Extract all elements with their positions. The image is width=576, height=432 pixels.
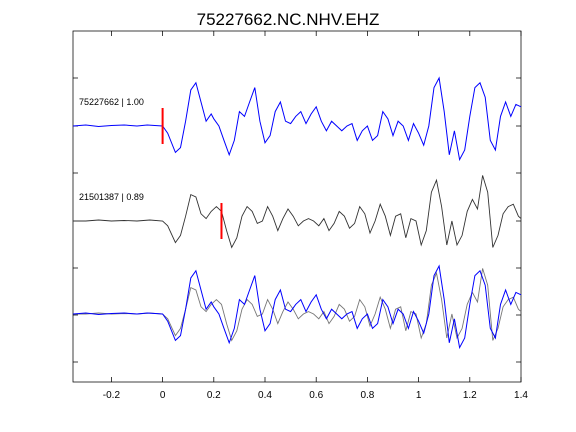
trace-label-2: 21501387 | 0.89 <box>79 192 144 202</box>
trace-labels: 75227662 | 1.00 21501387 | 0.89 <box>79 97 144 202</box>
x-tick-label: 0.2 <box>207 390 221 401</box>
x-tick-label: 1.2 <box>463 390 477 401</box>
x-tick-label: 1.4 <box>514 390 528 401</box>
x-tick-label: 1 <box>416 390 422 401</box>
axis-ticks: -0.2 0 0.2 0.4 0.6 0.8 1 1.2 1.4 <box>73 31 528 401</box>
x-tick-label: 0 <box>160 390 166 401</box>
overlay-trace-1-line <box>72 264 522 350</box>
x-tick-label: -0.2 <box>103 390 121 401</box>
trace-2-line <box>73 175 522 249</box>
trace-label-1: 75227662 | 1.00 <box>79 97 144 107</box>
trace-1-line <box>72 76 522 162</box>
x-tick-label: 0.8 <box>360 390 374 401</box>
x-tick-label: 0.6 <box>309 390 323 401</box>
traces <box>72 76 522 350</box>
plot-frame <box>72 30 522 383</box>
chart-title: 75227662.NC.NHV.EHZ <box>197 10 380 29</box>
picks <box>161 108 223 239</box>
x-tick-label: 0.4 <box>258 390 272 401</box>
